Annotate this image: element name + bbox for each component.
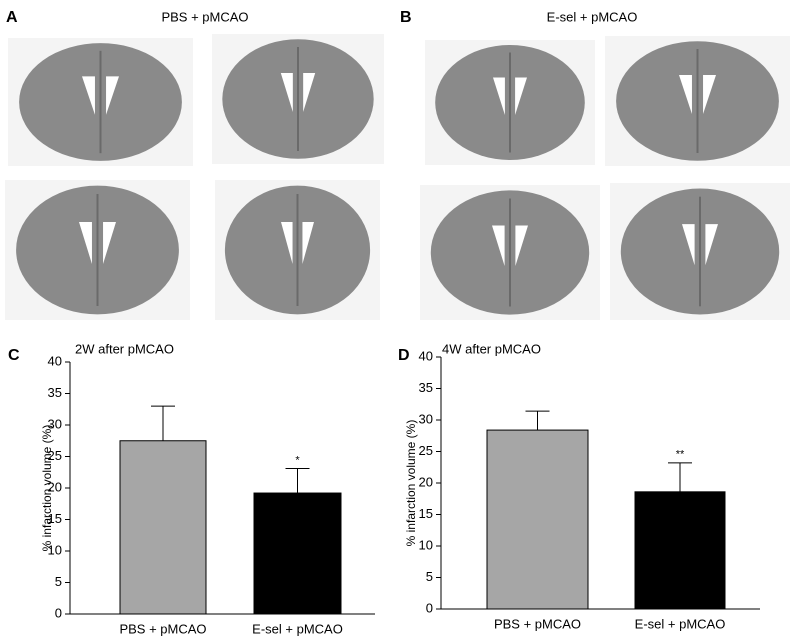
bar [253, 492, 342, 615]
ventricle [281, 222, 314, 264]
y-tick-label: 0 [426, 600, 433, 615]
x-tick-label: E-sel + pMCAO [635, 616, 726, 631]
panel-letter: A [6, 9, 18, 26]
y-tick-label: 15 [419, 506, 433, 521]
y-tick-label: 15 [48, 511, 62, 526]
x-tick-label: PBS + pMCAO [494, 616, 581, 631]
brain-sections [5, 34, 790, 320]
y-tick-label: 35 [48, 385, 62, 400]
panel-letter: C [8, 347, 20, 364]
panel-letter: B [400, 9, 412, 26]
y-tick-label: 30 [419, 411, 433, 426]
x-tick-label: PBS + pMCAO [119, 621, 206, 636]
y-tick-label: 0 [55, 605, 62, 620]
y-tick-label: 30 [48, 416, 62, 431]
y-tick-label: 20 [48, 479, 62, 494]
significance: * [295, 454, 300, 466]
ventricle [82, 76, 119, 115]
ventricle [492, 225, 528, 266]
y-tick-label: 35 [419, 380, 433, 395]
bar [634, 491, 726, 610]
ventricle [682, 224, 718, 266]
bar [119, 440, 207, 615]
ventricle [679, 75, 716, 114]
bar [486, 429, 589, 610]
significance: ** [676, 449, 685, 461]
ventricle [493, 77, 527, 115]
y-axis-label: % infarction volume (%) [404, 420, 418, 547]
y-tick-label: 20 [419, 474, 433, 489]
ventricle [79, 222, 116, 264]
chart-title: 4W after pMCAO [442, 341, 541, 356]
panel-letter: D [398, 347, 410, 364]
ventricle [280, 73, 316, 112]
y-tick-label: 10 [48, 542, 62, 557]
y-tick-label: 10 [419, 537, 433, 552]
y-axis-label: % infarction volume (%) [40, 425, 54, 552]
chart-title: 2W after pMCAO [75, 341, 174, 356]
x-tick-label: E-sel + pMCAO [252, 621, 343, 636]
y-tick-label: 40 [419, 348, 433, 363]
panel-title: E-sel + pMCAO [547, 9, 638, 24]
panel-title: PBS + pMCAO [161, 9, 248, 24]
y-tick-label: 5 [426, 569, 433, 584]
y-tick-label: 25 [419, 443, 433, 458]
y-tick-label: 25 [48, 448, 62, 463]
y-tick-label: 40 [48, 353, 62, 368]
y-tick-label: 5 [55, 574, 62, 589]
